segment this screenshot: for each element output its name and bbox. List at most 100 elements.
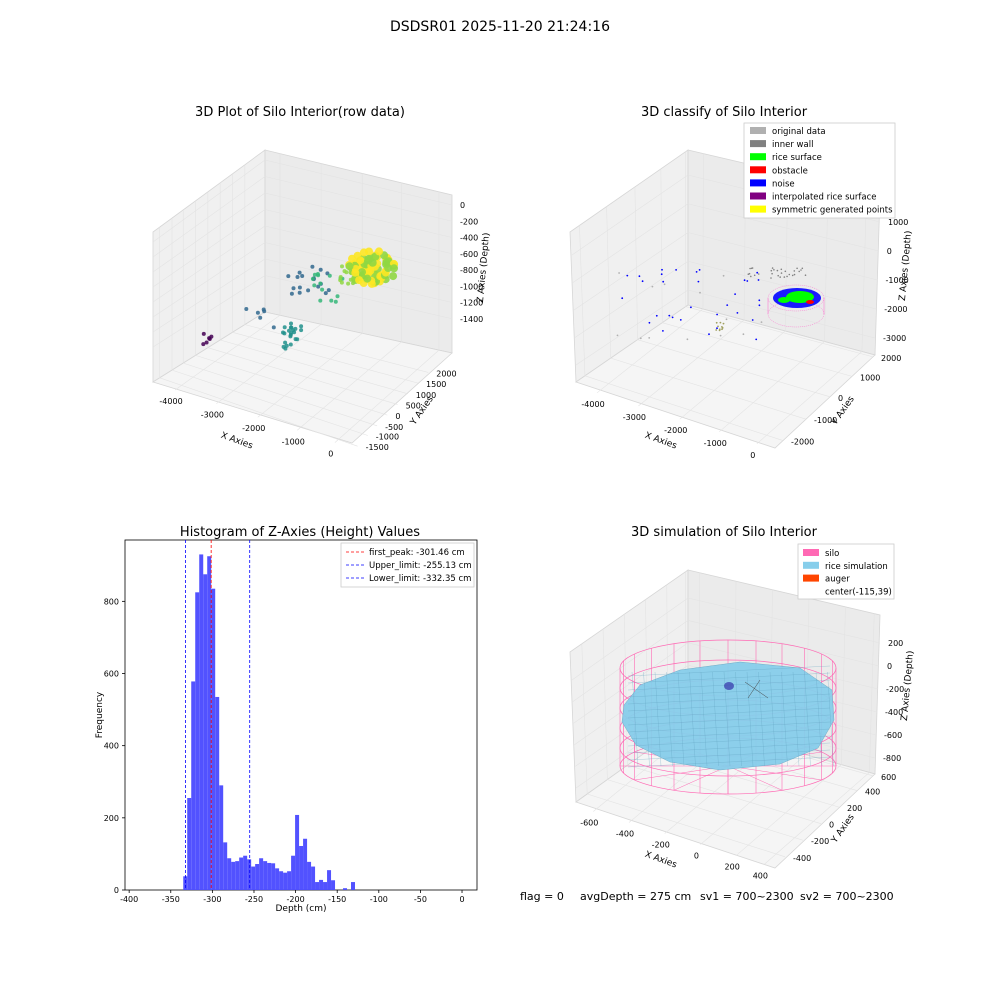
panel1-title: 3D Plot of Silo Interior(row data) [195, 105, 405, 120]
inner-wall-point [776, 269, 779, 272]
legend-swatch [750, 153, 766, 161]
scatter-point [358, 268, 366, 277]
rice-mesh-line [792, 671, 800, 767]
panel-histogram: Histogram of Z-Axies (Height) Values -40… [95, 525, 478, 914]
rice-mesh-line [654, 671, 662, 767]
y-gridline [159, 377, 358, 447]
panel4-xlabel: X Axies [643, 850, 678, 871]
legend-label: obstacle [772, 166, 808, 176]
noise-point [698, 269, 701, 271]
y-gridline [195, 355, 388, 416]
noise-point [618, 272, 620, 274]
noise-point [639, 337, 642, 340]
x-tick-label: -200 [287, 895, 305, 904]
footer-flag: flag = 0 [520, 890, 564, 903]
scatter-point [282, 325, 287, 330]
z-tick-label: 0 [887, 247, 892, 256]
rice-mesh-line [631, 671, 639, 767]
y-tick-label: -1000 [376, 433, 399, 442]
rice-mesh-line [627, 728, 831, 740]
z-gridline [572, 203, 689, 283]
rice-mesh-line [627, 672, 831, 684]
z-gridline-back [687, 597, 881, 644]
inner-wall-point [804, 274, 807, 277]
panel-simulation-3d: 3D simulation of Silo Interior -600-400-… [569, 525, 916, 880]
y-gridline [627, 764, 822, 824]
histogram-bar [263, 861, 268, 890]
z-gridline [152, 192, 266, 273]
y-gridline [637, 339, 831, 398]
panel2-floor-pane [575, 304, 876, 449]
x-tick-label: -2000 [242, 424, 265, 433]
legend-swatch [750, 205, 766, 213]
noise-point [648, 321, 651, 324]
inner-wall-point [788, 273, 791, 276]
inner-wall-point [777, 274, 779, 277]
noise-point [757, 279, 760, 281]
inner-wall-point [779, 276, 781, 278]
legend-swatch [803, 549, 819, 556]
histogram-bar [307, 861, 312, 890]
z-gridline-back [687, 642, 879, 690]
noise-point [663, 283, 666, 286]
scatter-point [201, 342, 206, 347]
scatter-point [390, 264, 398, 273]
panel-raw-data-3d: 3D Plot of Silo Interior(row data) -4000… [0, 0, 492, 459]
scatter-point [299, 324, 304, 329]
scatter-point [289, 291, 294, 296]
legend-label: interpolated rice surface [772, 193, 877, 203]
rice-mesh-line [689, 671, 696, 767]
scatter-point [293, 337, 298, 342]
scatter-point [310, 276, 315, 281]
z-tick-label: -400 [460, 234, 478, 243]
histogram-bar [215, 696, 220, 890]
figure-suptitle: DSDSR01 2025-11-20 21:24:16 [390, 19, 610, 35]
z-gridline [152, 209, 266, 288]
scatter-point [284, 343, 289, 348]
histogram-bar [203, 574, 208, 890]
y-tick-label: 0 [114, 886, 119, 895]
noise-point [742, 333, 745, 336]
y-gridline [207, 347, 398, 405]
inner-wall-point [748, 272, 751, 275]
inner-wall-point [780, 272, 783, 274]
scatter-point [300, 274, 305, 278]
x-gridline-back [841, 606, 846, 765]
z-tick-label: -600 [460, 250, 478, 259]
scatter-point [384, 264, 393, 272]
panel2-points [616, 267, 825, 341]
x-gridline [719, 341, 825, 433]
scatter-point [316, 284, 321, 289]
inner-wall-point [798, 270, 800, 273]
x-tick-label: -150 [328, 895, 346, 904]
histogram-bar [207, 556, 212, 890]
z-tick-label: -2000 [884, 305, 907, 314]
noise-point [758, 299, 761, 302]
rice-mesh-line [627, 665, 831, 677]
scatter-point [289, 321, 293, 326]
panel2-zlabel: Z Axies (Depth) [898, 230, 914, 301]
z-gridline-back [687, 260, 877, 310]
x-tick-label: -4000 [159, 397, 182, 406]
noise-point [756, 271, 759, 274]
z-tick-label: -1200 [460, 299, 483, 308]
scatter-point [292, 330, 297, 335]
panel-classify-3d: 3D classify of Silo Interior -4000-3000-… [569, 105, 914, 460]
z-gridline [152, 159, 266, 243]
rice-mesh-line [627, 735, 831, 747]
histogram-bar [275, 868, 280, 890]
scatter-point [326, 288, 331, 293]
x-tick-label: 400 [753, 871, 768, 880]
scatter-point [281, 330, 285, 335]
histogram-bar [343, 888, 348, 890]
z-gridline [572, 620, 689, 702]
noise-point [760, 321, 763, 323]
x-tick-label: -300 [203, 895, 221, 904]
rice-mesh-line [677, 671, 685, 767]
legend-swatch [750, 192, 766, 200]
panel1-points [201, 247, 399, 351]
x-gridline [257, 333, 363, 418]
y-tick-label: 2000 [436, 369, 456, 378]
rice-mesh-line [712, 671, 719, 767]
